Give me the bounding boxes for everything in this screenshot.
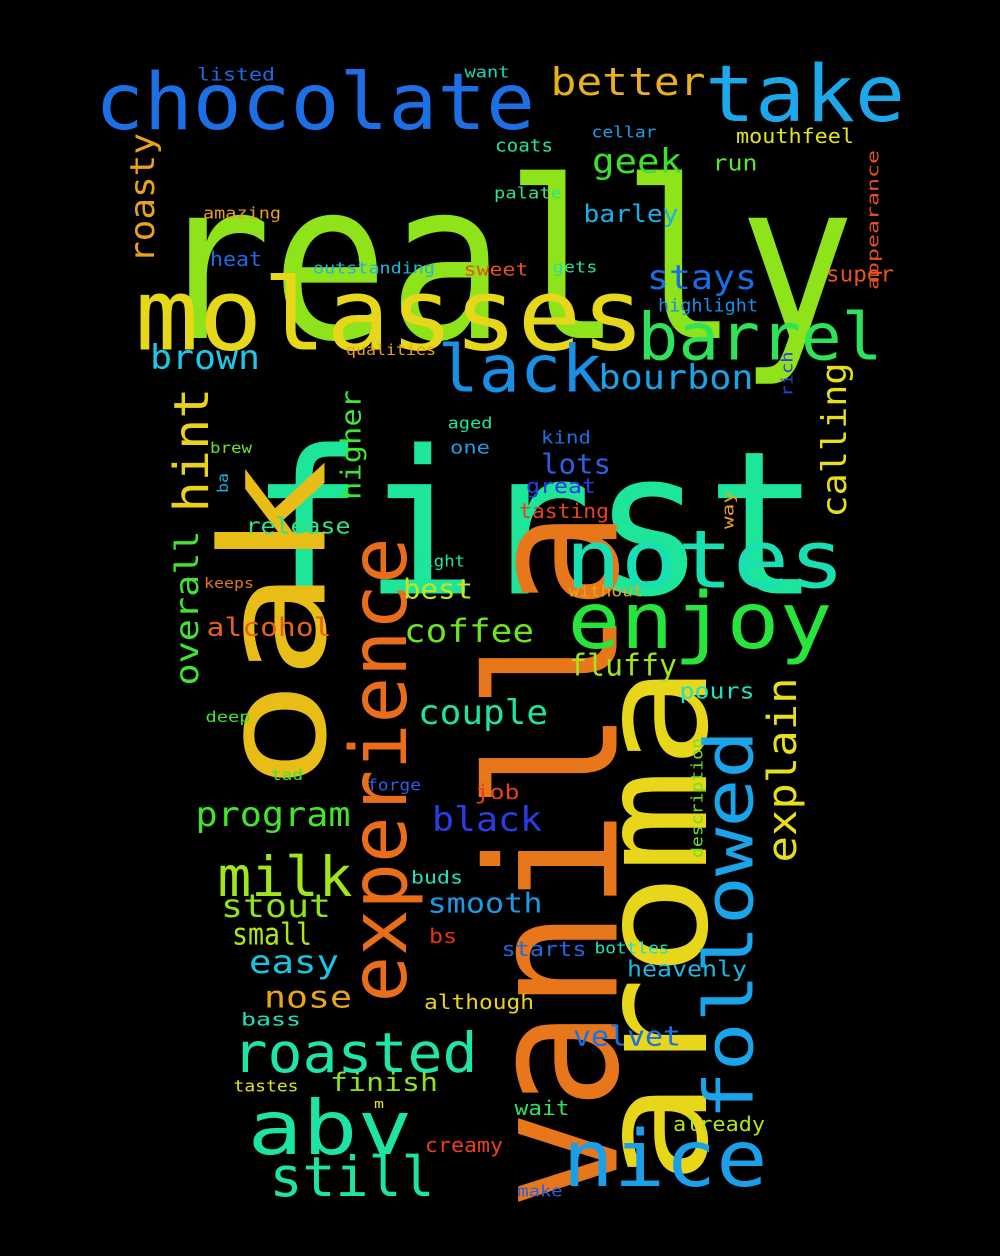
cloud-word-bourbon: bourbon [599,358,754,398]
cloud-word-super: super [826,263,894,288]
cloud-word-lots: lots [541,448,611,481]
cloud-word-couple: couple [418,693,548,733]
cloud-word-mouthfeel: mouthfeel [736,124,854,148]
cloud-word-program: program [196,795,351,835]
cloud-word-abv: abv [248,1084,413,1172]
cloud-word-higher: higher [335,390,368,500]
cloud-word-alcohol: alcohol [207,613,332,643]
cloud-word-vanilla: vanilla [451,510,660,1210]
cloud-word-tastes: tastes [234,1077,299,1096]
cloud-word-followed: followed [691,730,770,1120]
cloud-word-ba: ba [214,473,232,493]
cloud-word-deep: deep [206,708,251,726]
cloud-word-coffee: coffee [404,612,534,650]
cloud-word-brew: brew [210,439,253,457]
cloud-word-bass: bass [241,1010,301,1031]
cloud-word-heat: heat [210,247,262,271]
cloud-word-already: already [673,1112,765,1136]
cloud-word-roasted: roasted [233,1021,478,1085]
cloud-word-rich: rich [778,352,797,397]
cloud-word-keeps: keeps [204,576,254,592]
cloud-word-one: one [450,438,490,459]
cloud-word-wait: wait [515,1096,570,1120]
cloud-word-notes: notes [565,514,845,607]
cloud-word-outstanding: outstanding [313,259,435,278]
cloud-word-heavenly: heavenly [627,958,747,983]
cloud-word-starts: starts [502,937,587,961]
cloud-word-pours: pours [680,680,755,705]
cloud-word-want: want [465,63,510,82]
cloud-word-chocolate: chocolate [95,58,535,148]
cloud-word-listed: listed [197,65,275,86]
cloud-word-tad: tad [271,766,303,784]
cloud-word-amazing: amazing [203,204,281,223]
cloud-word-overall: overall [168,531,206,686]
cloud-word-tasting: tasting [519,499,609,523]
cloud-word-explain: explain [760,678,806,863]
cloud-word-finish: finish [330,1068,438,1098]
cloud-word-aged: aged [448,414,493,433]
cloud-word-gets: gets [553,258,598,277]
cloud-word-creamy: creamy [425,1133,503,1157]
cloud-word-best: best [403,573,473,606]
cloud-word-barley: barley [584,200,679,228]
cloud-word-calling: calling [815,363,855,518]
cloud-word-roasty: roasty [123,133,163,263]
cloud-word-geek: geek [592,142,682,182]
cloud-word-light: light [413,552,465,571]
cloud-word-buds: buds [411,868,463,889]
cloud-word-brown: brown [150,338,260,378]
cloud-word-smooth: smooth [428,887,543,920]
cloud-word-experience: experience [335,538,425,1003]
cloud-word-forge: forge [367,776,421,795]
cloud-word-although: although [424,990,534,1014]
cloud-word-bs: bs [429,924,457,948]
cloud-word-appearance: appearance [864,150,883,290]
cloud-word-great: great [526,474,596,498]
cloud-word-really: really [155,134,855,390]
cloud-word-milk: milk [218,845,353,909]
cloud-word-qualities: qualities [346,341,436,359]
cloud-word-still: still [270,1145,435,1209]
cloud-word-first: first [250,409,820,642]
cloud-word-lack: lack [438,333,603,408]
cloud-word-black: black [432,800,542,840]
cloud-word-palate: palate [494,184,562,203]
cloud-word-bottles: bottles [595,939,670,958]
cloud-word-run: run [713,152,758,177]
cloud-word-highlight: highlight [658,296,758,317]
cloud-word-release: release [246,515,351,540]
cloud-word-sweet: sweet [464,260,529,281]
cloud-word-stays: stays [647,258,757,298]
cloud-word-cellar: cellar [592,123,657,142]
cloud-word-description: description [688,738,707,858]
cloud-word-aroma: aroma [568,665,742,1185]
cloud-word-oak: oak [191,460,360,790]
cloud-word-easy: easy [249,943,339,981]
cloud-word-fluffy: fluffy [569,649,677,684]
cloud-word-make: make [518,1182,563,1201]
cloud-word-m: m [374,1097,384,1111]
cloud-word-stout: stout [221,887,331,925]
cloud-word-molasses: molasses [135,257,645,374]
cloud-word-coats: coats [495,136,553,157]
cloud-word-barrel: barrel [638,301,883,376]
cloud-word-job: job [475,780,520,804]
cloud-word-take: take [705,50,905,140]
cloud-word-nice: nice [563,1115,768,1205]
cloud-word-velvet: velvet [573,1020,681,1053]
cloud-word-small: small [232,918,312,953]
cloud-word-nose: nose [264,981,352,1016]
cloud-word-way: way [719,491,738,529]
cloud-word-kind: kind [541,428,591,449]
cloud-word-without: without [569,582,644,601]
cloud-word-better: better [551,60,706,104]
cloud-word-hint: hint [164,388,220,513]
cloud-word-enjoy: enjoy [568,577,833,667]
